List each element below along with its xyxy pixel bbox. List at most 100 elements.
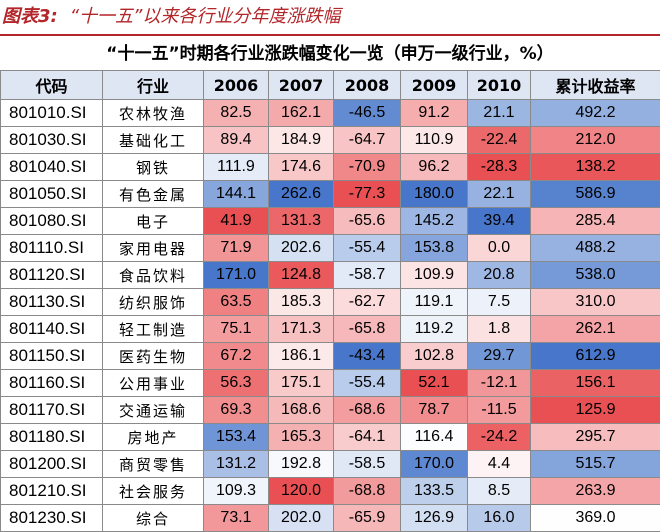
cell-yearly-return: 0.0: [468, 235, 531, 262]
cell-yearly-return: 52.1: [401, 370, 468, 397]
cell-industry: 轻工制造: [103, 316, 204, 343]
cell-yearly-return: 71.9: [204, 235, 269, 262]
cell-code: 801150.SI: [1, 343, 103, 370]
cell-yearly-return: 69.3: [204, 397, 269, 424]
cell-cumulative-return: 515.7: [531, 451, 660, 478]
cell-cumulative-return: 538.0: [531, 262, 660, 289]
cell-yearly-return: -55.4: [334, 235, 401, 262]
cell-industry: 交通运输: [103, 397, 204, 424]
column-header: 2007: [269, 71, 334, 100]
cell-industry: 家用电器: [103, 235, 204, 262]
cell-yearly-return: 126.9: [401, 505, 468, 532]
cell-code: 801040.SI: [1, 154, 103, 181]
cell-industry: 电子: [103, 208, 204, 235]
cell-cumulative-return: 295.7: [531, 424, 660, 451]
cell-yearly-return: 202.0: [269, 505, 334, 532]
figure-title: “十一五”以来各行业分年度涨跌幅: [70, 6, 341, 27]
cell-cumulative-return: 156.1: [531, 370, 660, 397]
cell-industry: 商贸零售: [103, 451, 204, 478]
cell-cumulative-return: 138.2: [531, 154, 660, 181]
cell-yearly-return: -11.5: [468, 397, 531, 424]
cell-yearly-return: 119.1: [401, 289, 468, 316]
cell-yearly-return: 145.2: [401, 208, 468, 235]
cell-yearly-return: -43.4: [334, 343, 401, 370]
cell-industry: 农林牧渔: [103, 100, 204, 127]
cell-code: 801170.SI: [1, 397, 103, 424]
cell-code: 801110.SI: [1, 235, 103, 262]
cell-yearly-return: -62.7: [334, 289, 401, 316]
cell-cumulative-return: 212.0: [531, 127, 660, 154]
cell-yearly-return: 168.6: [269, 397, 334, 424]
cell-cumulative-return: 369.0: [531, 505, 660, 532]
cell-yearly-return: 16.0: [468, 505, 531, 532]
cell-yearly-return: 192.8: [269, 451, 334, 478]
cell-yearly-return: 120.0: [269, 478, 334, 505]
cell-industry: 综合: [103, 505, 204, 532]
cell-yearly-return: -65.9: [334, 505, 401, 532]
cell-yearly-return: 4.4: [468, 451, 531, 478]
cell-cumulative-return: 285.4: [531, 208, 660, 235]
column-header: 2010: [468, 71, 531, 100]
table-title: “十一五”时期各行业涨跌幅变化一览（申万一级行业，%）: [0, 40, 660, 68]
cell-cumulative-return: 612.9: [531, 343, 660, 370]
column-header: 2009: [401, 71, 468, 100]
cell-industry: 有色金属: [103, 181, 204, 208]
cell-yearly-return: -58.5: [334, 451, 401, 478]
cell-cumulative-return: 488.2: [531, 235, 660, 262]
cell-industry: 医药生物: [103, 343, 204, 370]
cell-yearly-return: -22.4: [468, 127, 531, 154]
column-header: 代码: [1, 71, 103, 100]
cell-code: 801080.SI: [1, 208, 103, 235]
cell-yearly-return: 131.3: [269, 208, 334, 235]
cell-yearly-return: 186.1: [269, 343, 334, 370]
cell-yearly-return: 162.1: [269, 100, 334, 127]
figure-caption: 图表3:“十一五”以来各行业分年度涨跌幅: [2, 2, 658, 32]
cell-yearly-return: -64.7: [334, 127, 401, 154]
cell-yearly-return: 170.0: [401, 451, 468, 478]
cell-yearly-return: 180.0: [401, 181, 468, 208]
cell-yearly-return: 202.6: [269, 235, 334, 262]
cell-yearly-return: 165.3: [269, 424, 334, 451]
cell-yearly-return: 21.1: [468, 100, 531, 127]
cell-yearly-return: 131.2: [204, 451, 269, 478]
cell-yearly-return: 133.5: [401, 478, 468, 505]
cell-yearly-return: -68.6: [334, 397, 401, 424]
cell-yearly-return: 171.3: [269, 316, 334, 343]
cell-yearly-return: 109.3: [204, 478, 269, 505]
cell-yearly-return: 119.2: [401, 316, 468, 343]
cell-yearly-return: 96.2: [401, 154, 468, 181]
caption-divider: [0, 34, 660, 36]
cell-code: 801130.SI: [1, 289, 103, 316]
cell-code: 801030.SI: [1, 127, 103, 154]
cell-cumulative-return: 262.1: [531, 316, 660, 343]
cell-yearly-return: 22.1: [468, 181, 531, 208]
cell-yearly-return: 171.0: [204, 262, 269, 289]
cell-code: 801050.SI: [1, 181, 103, 208]
cell-yearly-return: -65.6: [334, 208, 401, 235]
cell-yearly-return: 116.4: [401, 424, 468, 451]
cell-yearly-return: 174.6: [269, 154, 334, 181]
cell-code: 801180.SI: [1, 424, 103, 451]
cell-yearly-return: 29.7: [468, 343, 531, 370]
cell-yearly-return: 8.5: [468, 478, 531, 505]
cell-industry: 房地产: [103, 424, 204, 451]
cell-yearly-return: 184.9: [269, 127, 334, 154]
cell-yearly-return: -77.3: [334, 181, 401, 208]
cell-yearly-return: 1.8: [468, 316, 531, 343]
cell-yearly-return: -70.9: [334, 154, 401, 181]
cell-yearly-return: 78.7: [401, 397, 468, 424]
